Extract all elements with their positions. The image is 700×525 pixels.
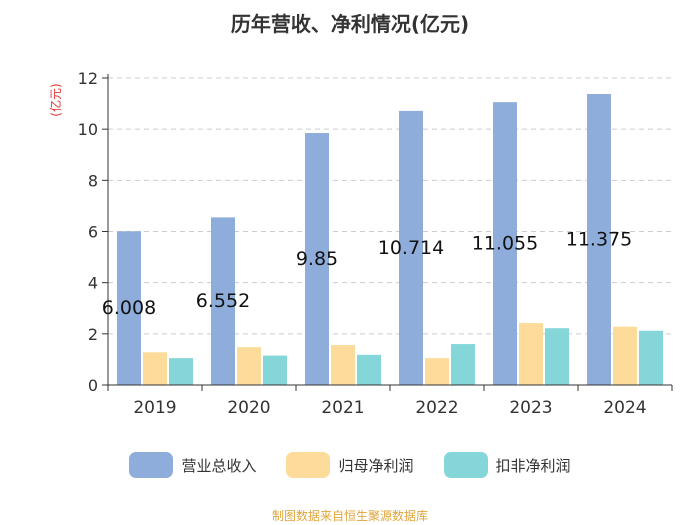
bar-deducted-net-profit-2024 <box>639 330 663 385</box>
bar-revenue-2022 <box>399 110 423 385</box>
bar-deducted-net-profit-2023 <box>545 328 569 385</box>
bar-net-profit-2020 <box>237 347 261 385</box>
data-label-2023: 11.055 <box>472 233 538 255</box>
x-tick-label: 2023 <box>509 398 552 418</box>
legend-label: 扣非净利润 <box>495 456 571 475</box>
y-tick-label: 4 <box>88 274 98 293</box>
y-tick-label: 12 <box>78 69 98 88</box>
axis-layer: 0 2 4 6 8 10 12 (亿元) 2019 2020 2021 2022 2023 2024 <box>48 69 673 418</box>
x-tick-label: 2024 <box>603 398 646 418</box>
bar-net-profit-2024 <box>613 326 637 385</box>
chart-title: 历年营收、净利情况(亿元) <box>230 12 470 36</box>
bar-revenue-2023 <box>493 102 517 386</box>
labels-layer: 6.008 6.552 9.85 10.714 11.055 11.375 <box>102 228 632 319</box>
bar-revenue-2019 <box>117 231 141 385</box>
legend-label: 归母净利润 <box>338 456 414 475</box>
x-tick-label: 2021 <box>321 398 364 418</box>
x-tick-label: 2019 <box>133 398 176 418</box>
data-label-2021: 9.85 <box>296 248 338 270</box>
bar-net-profit-2023 <box>519 323 543 385</box>
source-note: 制图数据来自恒生聚源数据库 <box>271 509 428 523</box>
y-tick-label: 8 <box>88 171 98 190</box>
bar-deducted-net-profit-2019 <box>169 358 193 385</box>
y-tick-label: 10 <box>78 120 98 139</box>
legend-label: 营业总收入 <box>181 456 257 475</box>
bar-revenue-2024 <box>587 93 611 385</box>
bar-net-profit-2022 <box>425 358 449 385</box>
bar-net-profit-2019 <box>143 352 167 385</box>
legend: 营业总收入 归母净利润 扣非净利润 <box>0 452 700 478</box>
bar-revenue-2021 <box>305 133 329 385</box>
bar-deducted-net-profit-2021 <box>357 354 381 385</box>
data-label-2019: 6.008 <box>102 297 156 319</box>
data-label-2022: 10.714 <box>378 237 444 259</box>
legend-item[interactable]: 归母净利润 <box>286 452 414 478</box>
legend-item[interactable]: 营业总收入 <box>129 452 256 478</box>
bar-revenue-2020 <box>211 217 235 385</box>
data-label-2024: 11.375 <box>566 228 632 250</box>
legend-swatch <box>129 452 174 478</box>
bar-net-profit-2021 <box>331 345 355 385</box>
x-tick-label: 2022 <box>415 398 458 418</box>
bar-deducted-net-profit-2022 <box>451 344 475 385</box>
data-label-2020: 6.552 <box>196 290 250 312</box>
legend-item[interactable]: 扣非净利润 <box>443 452 571 478</box>
y-tick-label: 6 <box>88 223 98 242</box>
y-tick-label: 2 <box>88 325 98 344</box>
y-axis-label: (亿元) <box>48 83 63 116</box>
y-tick-label: 0 <box>88 376 98 395</box>
grid-layer <box>108 77 672 335</box>
x-tick-label: 2020 <box>227 398 270 418</box>
legend-swatch <box>443 452 488 478</box>
legend-swatch <box>286 452 331 478</box>
bar-deducted-net-profit-2020 <box>263 355 287 385</box>
bars-layer <box>117 93 663 386</box>
